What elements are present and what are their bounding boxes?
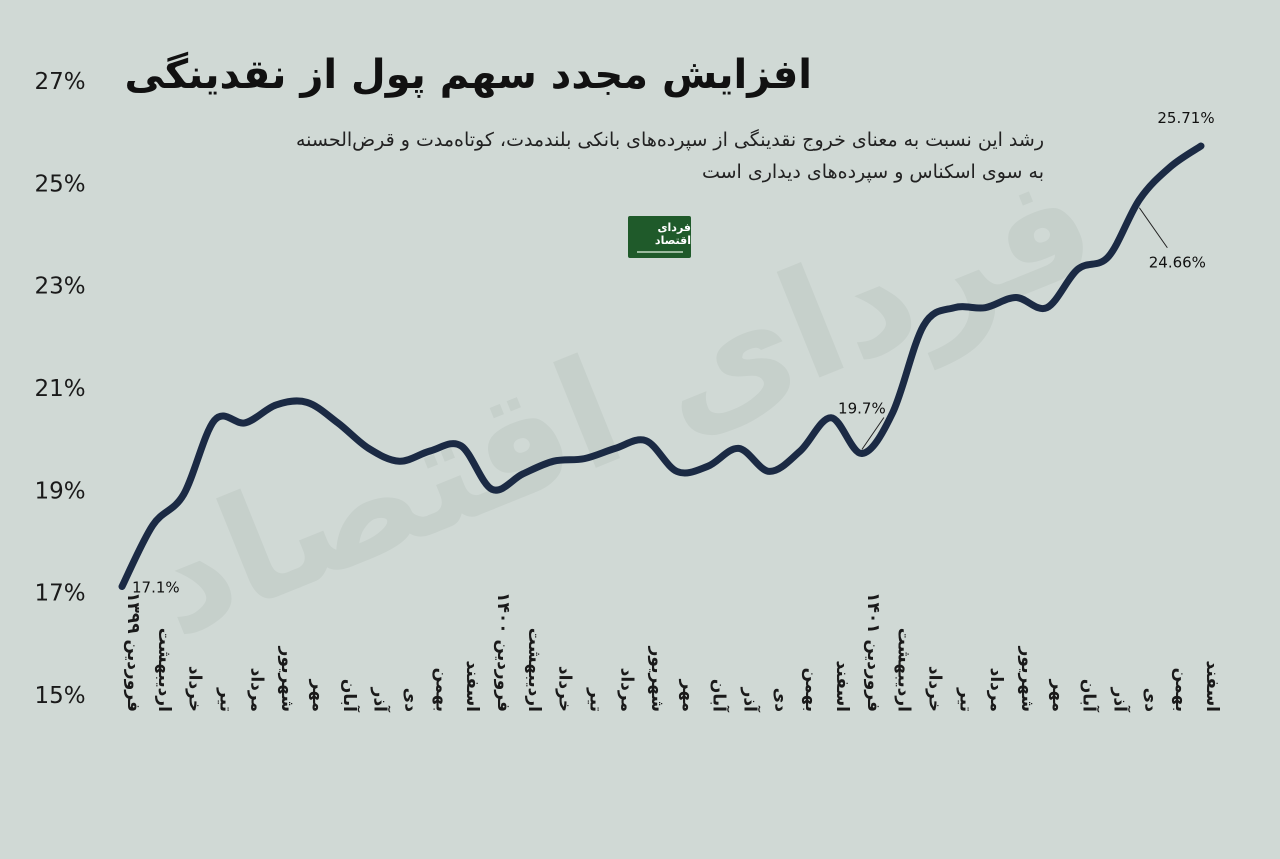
x-tick-label: بهمن (801, 668, 821, 712)
x-tick-label: فروردین ۱۳۹۹ (123, 592, 143, 712)
x-tick-label: تیر (215, 687, 235, 712)
x-tick-label: اردیبهشت (524, 628, 544, 712)
x-tick-label: آبان (709, 679, 731, 713)
data-label: 24.66% (1149, 254, 1206, 272)
data-label: 19.7% (838, 400, 886, 418)
x-tick-label: دی (1140, 688, 1160, 713)
x-tick-label: فروردین ۱۴۰۱ (863, 592, 883, 712)
x-tick-label: مهر (1048, 679, 1068, 712)
x-tick-label: شهریور (647, 646, 667, 712)
annotations: 17.1% 19.7% 24.66% 25.71% (132, 109, 1215, 597)
x-tick-label: مهر (308, 679, 328, 712)
data-label: 17.1% (132, 579, 180, 597)
publisher-logo: فردای اقتصاد (628, 216, 691, 258)
subtitle-line-1: رشد این نسبت به معنای خروج نقدینگی از سپ… (295, 129, 1044, 151)
x-tick-label: خرداد (185, 666, 205, 712)
logo-text: فردای اقتصاد (654, 221, 691, 247)
x-tick-label: خرداد (555, 666, 575, 712)
y-tick-label: 15% (34, 683, 85, 709)
subtitle-line-2: به سوی اسکناس و سپرده‌های دیداری است (701, 161, 1044, 183)
x-tick-label: اردیبهشت (894, 628, 914, 712)
x-tick-label: بهمن (431, 668, 451, 712)
x-tick-label: آذر (740, 687, 762, 714)
x-tick-label: مهر (678, 679, 698, 712)
y-axis: 15% 17% 19% 21% 23% 25% 27% (34, 69, 85, 709)
y-tick-label: 21% (34, 376, 85, 402)
y-tick-label: 19% (34, 478, 85, 504)
x-tick-label: مرداد (246, 668, 266, 712)
x-tick-label: اسفند (1202, 660, 1222, 712)
chart-subtitle: رشد این نسبت به معنای خروج نقدینگی از سپ… (144, 124, 1044, 188)
chart-title: افزایش مجدد سهم پول از نقدینگی (124, 52, 812, 98)
x-tick-label: آبان (1079, 679, 1101, 713)
x-tick-label: دی (770, 688, 790, 713)
data-label: 25.71% (1157, 109, 1214, 127)
x-tick-label: دی (400, 688, 420, 713)
x-tick-label: اردیبهشت (154, 628, 174, 712)
x-tick-label: شهریور (1017, 646, 1037, 712)
x-tick-label: تیر (585, 687, 605, 712)
y-tick-label: 27% (34, 69, 85, 95)
x-tick-label: شهریور (277, 646, 297, 712)
x-tick-label: مرداد (616, 668, 636, 712)
x-tick-label: تیر (955, 687, 975, 712)
x-tick-label: خرداد (925, 666, 945, 712)
x-tick-label: بهمن (1171, 668, 1191, 712)
logo-underline (636, 251, 683, 253)
x-tick-label: اسفند (462, 660, 482, 712)
y-tick-label: 25% (34, 171, 85, 197)
series-line (118, 142, 1205, 591)
x-tick-label: آذر (370, 687, 392, 714)
annotation-leader (1138, 207, 1168, 249)
x-tick-label: آبان (339, 679, 361, 713)
y-tick-label: 23% (34, 274, 85, 300)
x-tick-label: اسفند (832, 660, 852, 712)
x-tick-label: آذر (1110, 687, 1132, 714)
x-axis: فروردین ۱۳۹۹ اردیبهشت خرداد تیر مرداد شهریور م… (123, 592, 1222, 713)
annotation-leader (861, 417, 885, 450)
x-tick-label: فروردین ۱۴۰۰ (493, 592, 513, 712)
x-tick-label: مرداد (986, 668, 1006, 712)
y-tick-label: 17% (34, 581, 85, 607)
